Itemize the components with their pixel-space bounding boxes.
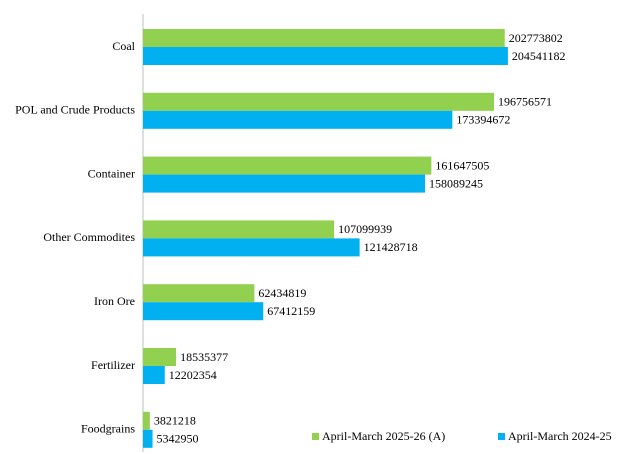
bar	[143, 284, 255, 303]
data-label: 196756571	[498, 95, 552, 109]
data-label: 202773802	[509, 31, 563, 45]
bar	[143, 348, 177, 366]
data-label: 121428718	[364, 240, 418, 254]
bar	[143, 47, 508, 65]
y-tick-label: Fertilizer	[91, 358, 135, 372]
data-label: 161647505	[435, 158, 489, 172]
data-label: 158089245	[429, 176, 483, 190]
data-label: 62434819	[258, 286, 306, 300]
y-tick-label: Foodgrains	[81, 422, 135, 436]
y-tick-label: Coal	[112, 39, 135, 53]
bar	[143, 174, 426, 193]
data-label: 173394672	[456, 113, 510, 127]
y-tick-label: Other Commodites	[43, 230, 135, 244]
data-label: 67412159	[267, 304, 315, 318]
y-tick-label: Iron Ore	[94, 294, 135, 308]
bar	[143, 92, 495, 111]
bar	[143, 238, 360, 257]
bar	[143, 411, 150, 430]
data-label: 3821218	[154, 414, 196, 428]
bar	[143, 302, 264, 321]
bar	[143, 429, 153, 448]
bar	[143, 29, 505, 47]
data-label: 12202354	[169, 368, 217, 382]
data-label: 5342950	[157, 432, 199, 446]
y-tick-label: POL and Crude Products	[15, 103, 135, 117]
bar	[143, 110, 453, 129]
bar	[143, 220, 335, 239]
bar	[143, 366, 165, 384]
data-label: 204541182	[512, 49, 566, 63]
bar	[143, 156, 432, 175]
legend-label: April-March 2025-26 (A)	[322, 429, 445, 443]
y-tick-label: Container	[88, 166, 135, 180]
data-label: 107099939	[338, 222, 392, 236]
data-label: 18535377	[180, 350, 228, 364]
legend-swatch	[312, 433, 319, 440]
legend-label: April-March 2024-25	[508, 429, 612, 443]
legend-swatch	[498, 433, 505, 440]
